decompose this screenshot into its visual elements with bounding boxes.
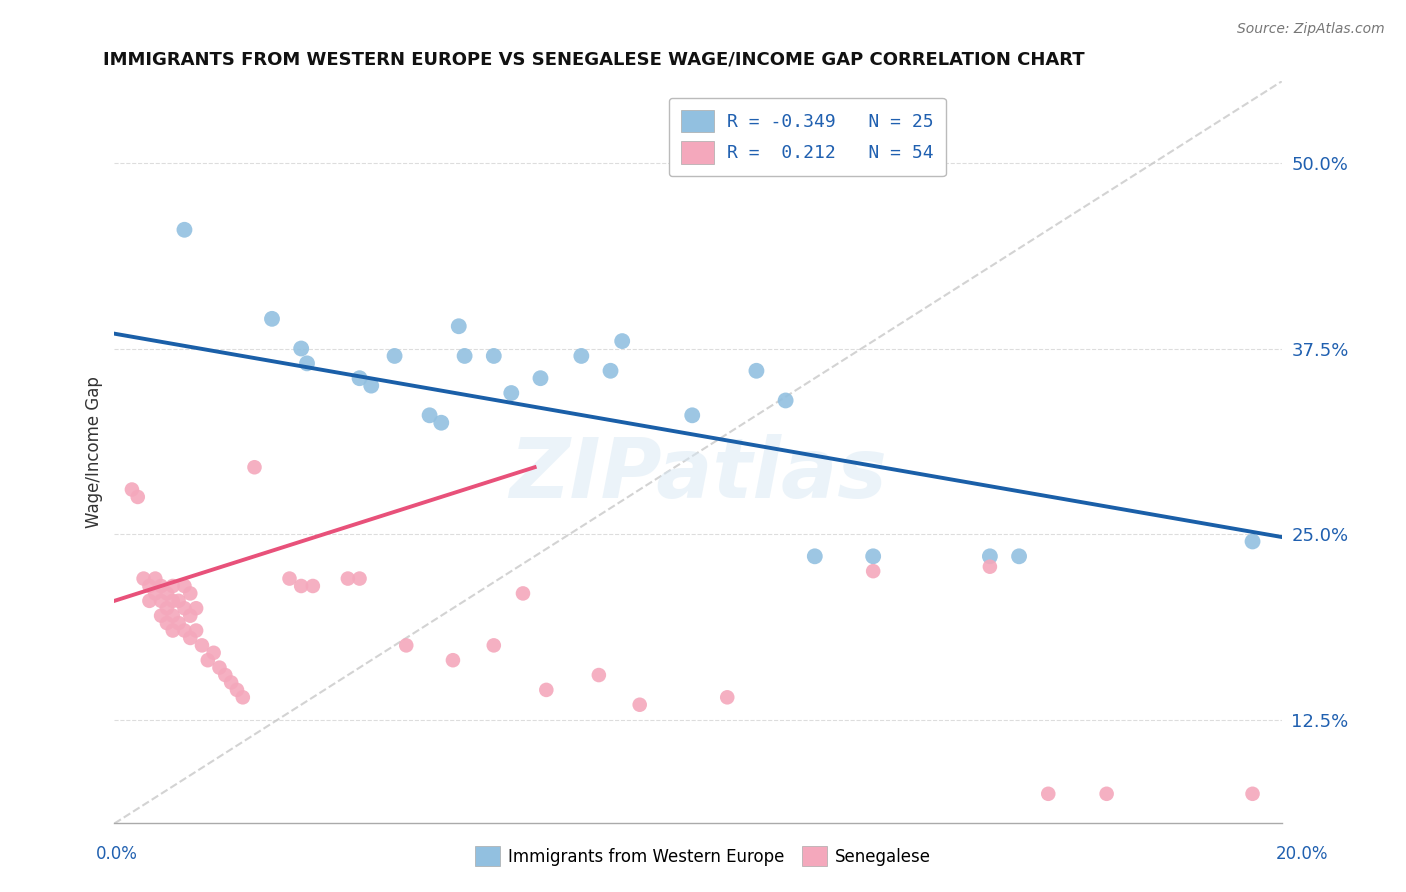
Point <box>512 586 534 600</box>
Point <box>127 490 149 504</box>
Point <box>501 386 523 401</box>
Point <box>156 616 179 631</box>
Point <box>482 349 505 363</box>
Point <box>162 579 184 593</box>
Point <box>162 594 184 608</box>
Point <box>150 608 173 623</box>
Point <box>395 639 418 653</box>
Point <box>260 311 283 326</box>
Point <box>167 594 190 608</box>
Point <box>588 668 610 682</box>
Point <box>156 601 179 615</box>
Point <box>430 416 453 430</box>
Point <box>441 653 464 667</box>
Text: IMMIGRANTS FROM WESTERN EUROPE VS SENEGALESE WAGE/INCOME GAP CORRELATION CHART: IMMIGRANTS FROM WESTERN EUROPE VS SENEGA… <box>103 51 1084 69</box>
Point <box>179 608 201 623</box>
Point <box>173 624 195 638</box>
Point <box>1095 787 1118 801</box>
Point <box>862 564 884 578</box>
Point <box>360 378 382 392</box>
Point <box>278 572 301 586</box>
Point <box>173 601 195 615</box>
Point <box>349 371 371 385</box>
Point <box>173 579 195 593</box>
Point <box>197 653 219 667</box>
Text: 20.0%: 20.0% <box>1277 846 1329 863</box>
Point <box>162 608 184 623</box>
Y-axis label: Wage/Income Gap: Wage/Income Gap <box>86 376 103 528</box>
Point <box>681 409 703 423</box>
Text: ZIPatlas: ZIPatlas <box>509 434 887 516</box>
Point <box>384 349 406 363</box>
Text: 0.0%: 0.0% <box>96 846 138 863</box>
Point <box>184 601 207 615</box>
Point <box>295 356 318 370</box>
Point <box>243 460 266 475</box>
Point <box>143 586 166 600</box>
Point <box>745 364 768 378</box>
Point <box>179 631 201 645</box>
Point <box>716 690 738 705</box>
Point <box>214 668 236 682</box>
Legend: R = -0.349   N = 25, R =  0.212   N = 54: R = -0.349 N = 25, R = 0.212 N = 54 <box>669 98 946 176</box>
Point <box>162 624 184 638</box>
Point <box>184 624 207 638</box>
Point <box>1241 787 1264 801</box>
Text: Source: ZipAtlas.com: Source: ZipAtlas.com <box>1237 22 1385 37</box>
Point <box>336 572 359 586</box>
Point <box>143 572 166 586</box>
Point <box>599 364 621 378</box>
Point <box>219 675 242 690</box>
Point <box>979 559 1001 574</box>
Point <box>167 616 190 631</box>
Point <box>1241 534 1264 549</box>
Point <box>202 646 225 660</box>
Point <box>453 349 475 363</box>
Point <box>302 579 325 593</box>
Point <box>290 579 312 593</box>
Point <box>290 342 312 356</box>
Point <box>150 579 173 593</box>
Point <box>804 549 827 564</box>
Point <box>208 660 231 674</box>
Point <box>529 371 551 385</box>
Point <box>191 639 214 653</box>
Point <box>179 586 201 600</box>
Point <box>138 579 160 593</box>
Point <box>482 639 505 653</box>
Point <box>979 549 1001 564</box>
Point <box>138 594 160 608</box>
Point <box>862 549 884 564</box>
Point <box>173 223 195 237</box>
Point <box>775 393 797 408</box>
Point <box>121 483 143 497</box>
Point <box>612 334 634 348</box>
Point <box>628 698 651 712</box>
Point <box>536 682 558 697</box>
Point <box>447 319 470 334</box>
Point <box>156 586 179 600</box>
Point <box>569 349 592 363</box>
Point <box>1038 787 1060 801</box>
Point <box>132 572 155 586</box>
Point <box>226 682 249 697</box>
Point <box>232 690 254 705</box>
Legend: Immigrants from Western Europe, Senegalese: Immigrants from Western Europe, Senegale… <box>467 838 939 875</box>
Point <box>349 572 371 586</box>
Point <box>1008 549 1031 564</box>
Point <box>419 409 441 423</box>
Point <box>150 594 173 608</box>
